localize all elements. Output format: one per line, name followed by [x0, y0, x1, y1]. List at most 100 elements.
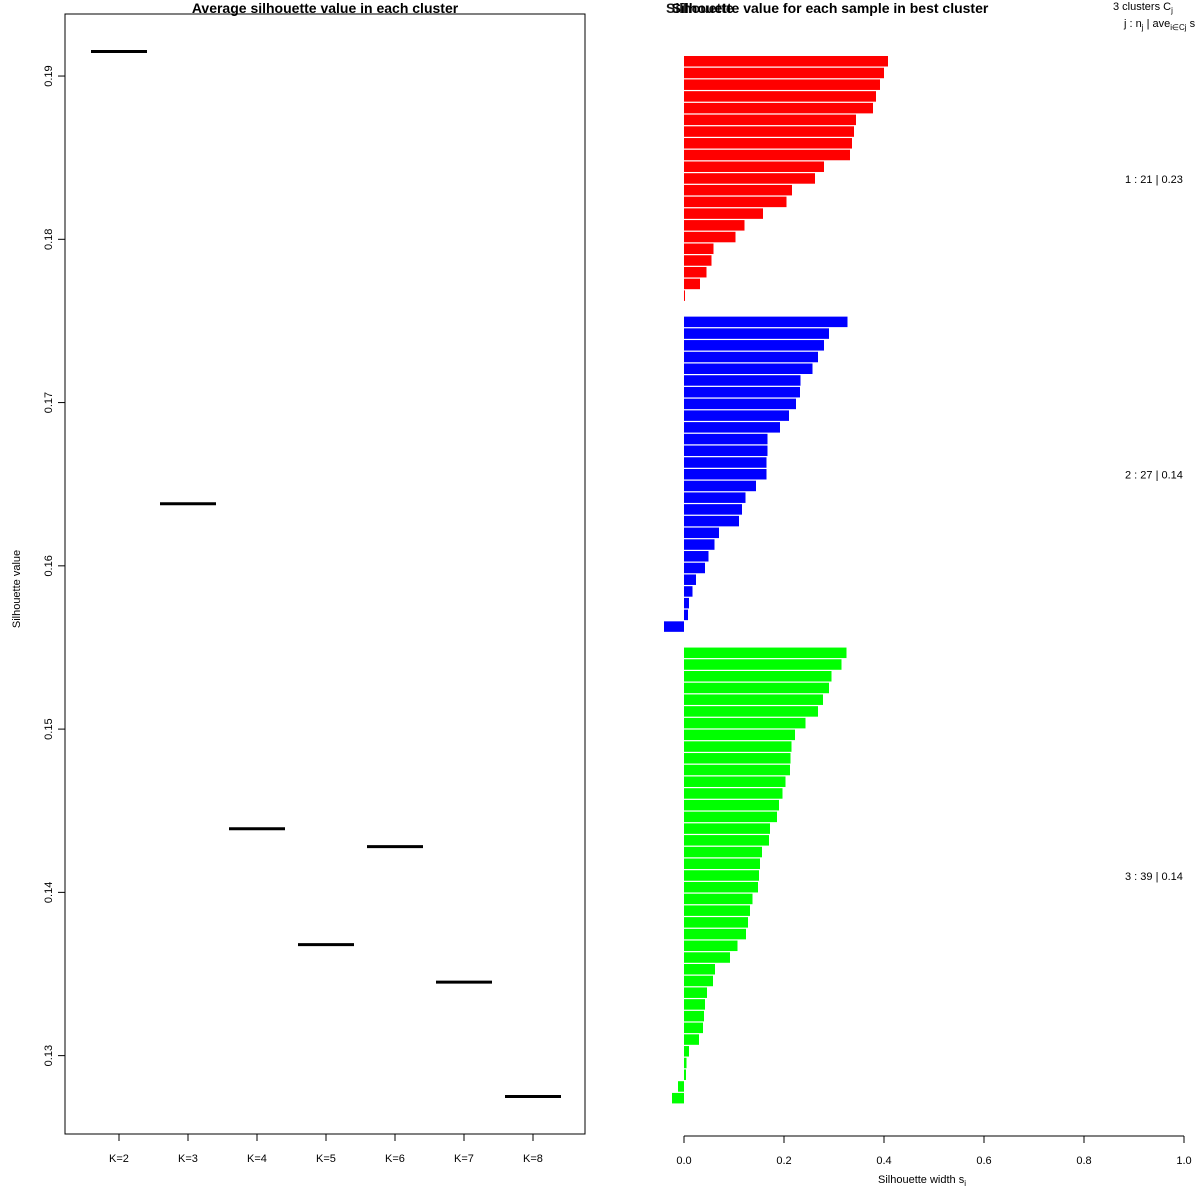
- right-data-bars: [664, 56, 888, 1104]
- left-x-tick-label: K=7: [454, 1153, 474, 1165]
- silhouette-bar-cluster-3: [678, 1081, 684, 1092]
- silhouette-bar-cluster-1: [684, 114, 856, 126]
- silhouette-bar-cluster-3: [684, 729, 795, 741]
- silhouette-bar-cluster-1: [684, 243, 714, 255]
- silhouette-bar-cluster-3: [684, 659, 842, 670]
- silhouette-bar-cluster-2: [684, 515, 739, 527]
- silhouette-bar-cluster-3: [684, 858, 760, 870]
- silhouette-bar-cluster-2: [684, 504, 742, 515]
- silhouette-bar-cluster-3: [684, 682, 829, 694]
- right-x-tick-label: 1.0: [1176, 1155, 1191, 1167]
- right-chart-title-overlay: Silhouette: [666, 0, 734, 16]
- left-y-axis: 0.13 0.14 0.15 0.16 0.17 0.18 0.19: [43, 65, 65, 1066]
- cluster-summary-label: 1 : 21 | 0.23: [1125, 174, 1183, 186]
- left-x-tick-label: K=5: [316, 1153, 336, 1165]
- left-x-tick-label: K=2: [109, 1153, 129, 1165]
- cluster-summary-label: 2 : 27 | 0.14: [1125, 470, 1183, 482]
- silhouette-bar-cluster-2: [684, 351, 818, 363]
- cluster-summary-labels: 1 : 21 | 0.23 2 : 27 | 0.14 3 : 39 | 0.14: [1125, 174, 1183, 883]
- left-y-tick-label: 0.18: [43, 229, 55, 250]
- silhouette-bar-cluster-3: [684, 846, 762, 858]
- silhouette-bar-cluster-3: [684, 893, 753, 905]
- silhouette-bar-cluster-3: [684, 928, 746, 940]
- silhouette-bar-cluster-2: [684, 527, 719, 539]
- silhouette-bar-cluster-3: [684, 1022, 703, 1034]
- silhouette-bar-cluster-1: [684, 126, 854, 137]
- left-panel: Average silhouette value in each cluster…: [11, 0, 586, 1165]
- silhouette-bar-cluster-3: [684, 647, 847, 659]
- silhouette-bar-cluster-1: [684, 266, 707, 278]
- right-chart-title: Silhouette value for each sample in best…: [672, 0, 989, 16]
- silhouette-bar-cluster-1: [684, 196, 787, 208]
- silhouette-bar-cluster-3: [684, 1010, 704, 1022]
- silhouette-bar-cluster-3: [684, 788, 783, 799]
- right-x-tick-label: 0.0: [676, 1155, 691, 1167]
- silhouette-bar-cluster-1: [684, 220, 745, 231]
- silhouette-bar-cluster-1: [684, 184, 792, 196]
- silhouette-bar-cluster-1: [684, 278, 700, 290]
- silhouette-bar-cluster-3: [684, 741, 792, 752]
- silhouette-bar-cluster-3: [684, 881, 758, 893]
- silhouette-bar-cluster-1: [684, 161, 824, 172]
- silhouette-bar-cluster-3: [684, 975, 713, 987]
- silhouette-bar-cluster-1: [684, 208, 763, 219]
- silhouette-bar-cluster-3: [684, 706, 818, 717]
- left-x-tick-label: K=3: [178, 1153, 198, 1165]
- silhouette-bar-cluster-3: [684, 1046, 689, 1057]
- silhouette-bar-cluster-3: [684, 940, 738, 952]
- silhouette-bar-cluster-3: [684, 835, 769, 846]
- silhouette-bar-cluster-2: [664, 621, 684, 632]
- silhouette-bar-cluster-3: [684, 952, 730, 963]
- silhouette-bar-cluster-2: [684, 375, 801, 386]
- silhouette-bar-cluster-3: [684, 717, 806, 729]
- left-y-tick-label: 0.16: [43, 555, 55, 576]
- silhouette-bar-cluster-3: [684, 776, 786, 787]
- silhouette-bar-cluster-3: [684, 917, 748, 928]
- silhouette-bar-cluster-3: [684, 671, 832, 682]
- left-x-tick-label: K=4: [247, 1153, 267, 1165]
- silhouette-bar-cluster-2: [684, 574, 696, 585]
- right-panel: Silhouette value for each sample in best…: [664, 0, 1196, 1188]
- silhouette-bar-cluster-3: [684, 764, 790, 776]
- silhouette-bar-cluster-2: [684, 457, 767, 468]
- cluster-header-line1: 3 clusters Cj: [1113, 1, 1173, 15]
- right-x-tick-label: 0.2: [776, 1155, 791, 1167]
- silhouette-bar-cluster-3: [684, 811, 777, 823]
- silhouette-bar-cluster-2: [684, 433, 768, 445]
- silhouette-bar-cluster-1: [684, 231, 736, 243]
- silhouette-bar-cluster-2: [684, 386, 800, 398]
- cluster-summary-label: 3 : 39 | 0.14: [1125, 871, 1183, 883]
- left-y-tick-label: 0.17: [43, 392, 55, 413]
- silhouette-bar-cluster-2: [684, 340, 824, 351]
- silhouette-bar-cluster-1: [684, 56, 888, 67]
- right-x-axis: 0.0 0.2 0.4 0.6 0.8 1.0: [676, 1135, 1192, 1167]
- left-y-axis-label: Silhouette value: [11, 550, 23, 628]
- silhouette-bar-cluster-1: [684, 173, 815, 184]
- silhouette-bar-cluster-2: [684, 597, 689, 609]
- left-plot-frame: [64, 13, 586, 1135]
- silhouette-bar-cluster-2: [684, 480, 756, 492]
- silhouette-bar-cluster-3: [684, 753, 791, 764]
- left-data-marks: [91, 50, 561, 1098]
- silhouette-bar-cluster-3: [684, 999, 705, 1010]
- silhouette-bar-cluster-3: [684, 1034, 699, 1045]
- silhouette-bar-cluster-2: [684, 328, 829, 339]
- left-x-tick-label: K=8: [523, 1153, 543, 1165]
- silhouette-bar-cluster-2: [684, 551, 709, 562]
- silhouette-bar-cluster-2: [684, 410, 789, 421]
- silhouette-bar-cluster-1: [684, 138, 852, 149]
- left-y-tick-label: 0.14: [43, 882, 55, 903]
- silhouette-bar-cluster-1: [684, 255, 712, 266]
- left-y-tick-label: 0.15: [43, 718, 55, 739]
- silhouette-bar-cluster-2: [684, 539, 715, 550]
- silhouette-bar-cluster-3: [684, 987, 707, 998]
- silhouette-bar-cluster-3: [684, 870, 759, 881]
- silhouette-bar-cluster-1: [684, 91, 876, 102]
- silhouette-bar-cluster-2: [684, 398, 796, 410]
- right-x-axis-label: Silhouette width si: [878, 1174, 966, 1188]
- silhouette-bar-cluster-1: [684, 290, 685, 301]
- silhouette-bar-cluster-3: [684, 799, 779, 811]
- left-x-tick-label: K=6: [385, 1153, 405, 1165]
- cluster-header-line2: j : nj | avei∈Cj s: [1123, 18, 1196, 32]
